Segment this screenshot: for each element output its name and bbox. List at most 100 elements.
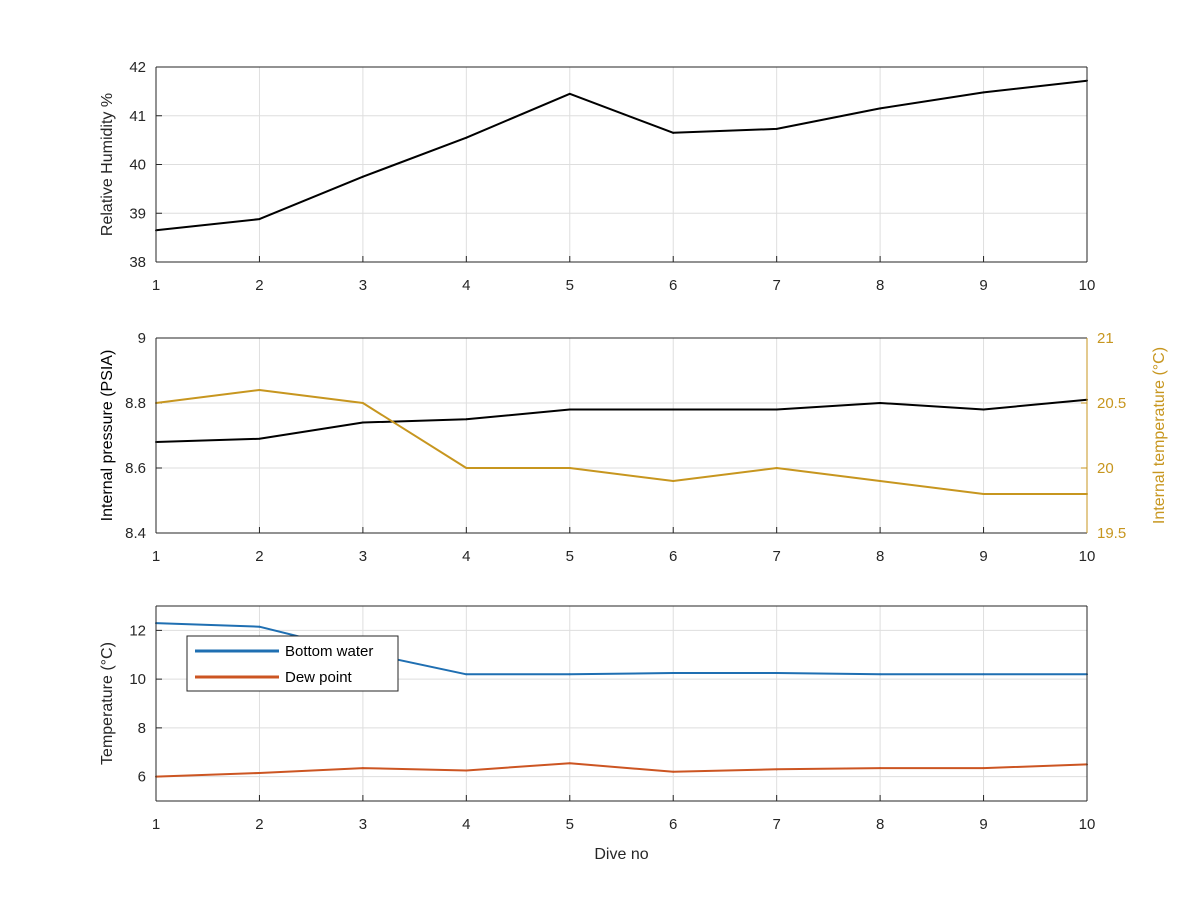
y-axis-label: Relative Humidity % — [99, 93, 116, 236]
legend-label-dew-point: Dew point — [285, 669, 353, 686]
x-tick-label: 8 — [876, 277, 884, 294]
x-tick-label: 7 — [772, 277, 780, 294]
y-tick-label: 38 — [129, 254, 146, 271]
series-1-point — [568, 92, 571, 95]
y-tick-label: 6 — [138, 769, 146, 786]
x-tick-label: 5 — [566, 548, 574, 565]
x-tick-label: 6 — [669, 816, 677, 833]
right-y-axis-label: Internal temperature (°C) — [1151, 347, 1168, 524]
series-1-point — [465, 136, 468, 139]
series-1-point — [672, 408, 675, 411]
x-tick-label: 3 — [359, 816, 367, 833]
x-tick-label: 9 — [979, 816, 987, 833]
series-1-point — [982, 408, 985, 411]
x-tick-label: 8 — [876, 816, 884, 833]
dew-point-point — [258, 771, 261, 774]
x-tick-label: 6 — [669, 548, 677, 565]
x-tick-label: 2 — [255, 816, 263, 833]
series-2-point — [775, 467, 778, 469]
dew-point-line — [155, 762, 1088, 778]
series-1-point — [879, 402, 882, 404]
x-tick-label: 4 — [462, 816, 470, 833]
y-tick-label: 10 — [129, 671, 146, 688]
x-tick-label: 7 — [772, 816, 780, 833]
series-2-point — [879, 480, 882, 482]
x-tick-label: 5 — [566, 816, 574, 833]
x-tick-label: 9 — [979, 277, 987, 294]
right-y-tick-label: 20.5 — [1097, 395, 1126, 412]
series-2-point — [361, 402, 364, 404]
y-tick-label: 8.8 — [125, 395, 146, 412]
right-y-tick-label: 21 — [1097, 330, 1114, 347]
y-tick-label: 8.6 — [125, 460, 146, 477]
series-2-point — [568, 467, 571, 469]
x-tick-label: 1 — [152, 277, 160, 294]
series-1-point — [879, 107, 882, 110]
y-tick-label: 41 — [129, 108, 146, 125]
bottom-water-point — [568, 673, 571, 676]
x-tick-label: 7 — [772, 548, 780, 565]
series-2-point — [982, 493, 985, 495]
plot-area — [156, 338, 1087, 533]
series-1-point — [258, 218, 261, 221]
legend: Bottom water Dew point — [186, 635, 399, 692]
bottom-water-point — [775, 672, 778, 675]
series-1-point — [775, 127, 778, 130]
y-axis-label: Temperature (°C) — [99, 642, 116, 765]
dew-point-point — [982, 767, 985, 770]
chart-panel-2: 1 2 3 4 5 6 7 8 9 10 8.4 8.6 8.8 9 19.5 20 20.5 21 Interna… — [99, 330, 1168, 565]
x-axis-label: Dive no — [594, 846, 648, 863]
y-tick-label: 42 — [129, 59, 146, 76]
right-y-tick-label: 19.5 — [1097, 525, 1126, 542]
series-1-point — [361, 421, 364, 424]
series-1-point — [465, 418, 468, 421]
series-1-line — [155, 79, 1088, 232]
legend-label-bottom-water: Bottom water — [285, 643, 373, 660]
bottom-water-point — [465, 673, 468, 676]
x-tick-label: 6 — [669, 277, 677, 294]
dew-point-point — [879, 767, 882, 770]
series-1-point — [568, 408, 571, 411]
series-2-point — [672, 480, 675, 482]
x-tick-label: 10 — [1079, 816, 1096, 833]
x-tick-label: 3 — [359, 277, 367, 294]
bottom-water-point — [982, 673, 985, 676]
y-axis-label: Internal pressure (PSIA) — [99, 350, 116, 522]
bottom-water-point — [879, 673, 882, 676]
x-tick-label: 1 — [152, 548, 160, 565]
x-tick-label: 3 — [359, 548, 367, 565]
y-tick-label: 40 — [129, 157, 146, 174]
dew-point-point — [775, 768, 778, 771]
series-1-point — [672, 131, 675, 134]
dew-point-point — [672, 770, 675, 773]
x-tick-label: 10 — [1079, 277, 1096, 294]
dew-point-point — [465, 769, 468, 772]
x-tick-label: 2 — [255, 277, 263, 294]
series-1-point — [982, 91, 985, 94]
x-tick-label: 5 — [566, 277, 574, 294]
x-tick-label: 8 — [876, 548, 884, 565]
series-2-point — [258, 389, 261, 391]
x-tick-label: 9 — [979, 548, 987, 565]
x-tick-label: 4 — [462, 277, 470, 294]
x-tick-label: 1 — [152, 816, 160, 833]
dew-point-point — [568, 762, 571, 765]
bottom-water-point — [258, 625, 261, 628]
dew-point-point — [361, 767, 364, 770]
right-y-tick-label: 20 — [1097, 460, 1114, 477]
y-tick-label: 39 — [129, 205, 146, 222]
y-tick-label: 9 — [138, 330, 146, 347]
series-1-point — [361, 175, 364, 178]
series-2-line — [155, 389, 1087, 495]
legend-box — [186, 635, 399, 692]
series-2-point — [465, 467, 468, 469]
series-1-point — [775, 408, 778, 411]
series-1-point — [258, 437, 261, 440]
series-1-line — [155, 398, 1088, 443]
bottom-water-point — [672, 672, 675, 675]
x-tick-label: 2 — [255, 548, 263, 565]
chart-panel-1: 1 2 3 4 5 6 7 8 9 10 38 39 40 41 42 Relative Humidity % — [99, 59, 1095, 294]
y-tick-label: 8.4 — [125, 525, 146, 542]
